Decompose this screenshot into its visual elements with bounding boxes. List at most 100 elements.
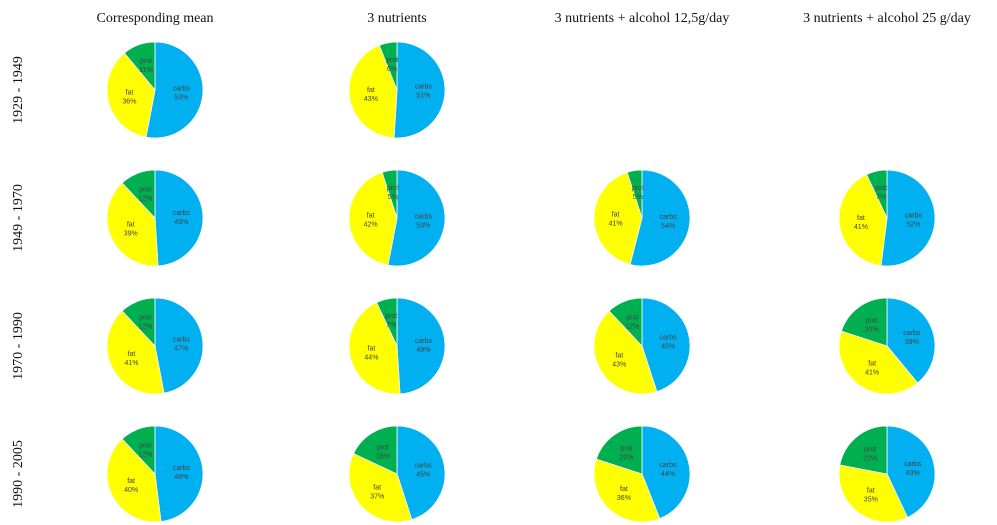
pie-slice <box>106 310 165 395</box>
column-header: 3 nutrients <box>367 11 427 26</box>
slice-value: 44% <box>364 354 378 361</box>
pie-slice <box>348 44 398 139</box>
slice-label: carbs <box>173 85 191 92</box>
pie-slice <box>121 297 156 348</box>
slice-value: 5% <box>388 194 398 201</box>
pie-slice <box>348 171 398 266</box>
slice-label: carbs <box>415 84 433 91</box>
slice-label: prot <box>377 445 389 452</box>
pie-slice <box>593 458 661 523</box>
slice-value: 48% <box>174 474 188 481</box>
slice-label: prot <box>385 313 397 320</box>
pie-slice <box>393 41 446 139</box>
pie-slice <box>840 297 888 347</box>
slice-label: carbs <box>659 462 677 469</box>
slice-label: carbs <box>660 335 678 342</box>
pie-slice <box>593 171 643 265</box>
column-header: 3 nutrients + alcohol 12,5g/day <box>555 11 730 26</box>
pie-slice <box>353 425 398 475</box>
pie: carbs 52% fat 41% prot 7% <box>838 169 936 267</box>
slice-value: 35% <box>864 497 878 504</box>
pie-slice <box>396 297 446 395</box>
pie-slice <box>121 169 156 220</box>
column-header: Corresponding mean <box>96 11 213 26</box>
slice-value: 42% <box>364 222 378 229</box>
slice-value: 18% <box>376 454 390 461</box>
slice-label: fat <box>373 484 381 491</box>
slice-value: 43% <box>906 470 920 477</box>
pie-slice <box>154 169 204 267</box>
slice-value: 53% <box>416 222 430 229</box>
slice-label: carbs <box>415 213 433 220</box>
pie-slice <box>626 169 643 219</box>
slice-label: carbs <box>173 210 191 217</box>
pie: carbs 54% fat 41% prot 5% <box>593 169 691 267</box>
pie-slice <box>106 182 159 267</box>
slice-label: carbs <box>173 465 191 472</box>
pie-slice <box>595 425 643 475</box>
slice-value: 7% <box>386 322 396 329</box>
slice-value: 43% <box>364 96 378 103</box>
slice-value: 12% <box>138 323 152 330</box>
slice-value: 12% <box>625 323 639 330</box>
slice-value: 37% <box>370 493 384 500</box>
pie-slice <box>839 425 888 475</box>
slice-value: 6% <box>387 66 397 73</box>
pie-slice <box>866 169 888 219</box>
slice-label: fat <box>368 345 376 352</box>
slice-label: fat <box>367 87 375 94</box>
slice-label: fat <box>127 478 135 485</box>
slice-value: 40% <box>124 487 138 494</box>
column-header: 3 nutrients + alcohol 25 g/day <box>803 11 971 26</box>
pie-slice <box>154 425 204 523</box>
slice-label: prot <box>387 185 399 192</box>
slice-value: 36% <box>617 495 631 502</box>
slice-label: fat <box>857 215 865 222</box>
slice-label: fat <box>615 352 623 359</box>
pie-slice <box>880 169 936 267</box>
slice-label: carbs <box>660 214 678 221</box>
pie: carbs 47% fat 41% prot 12% <box>106 297 204 395</box>
slice-value: 45% <box>416 472 430 479</box>
slice-label: prot <box>865 317 877 324</box>
slice-value: 53% <box>174 94 188 101</box>
row-label: 1990 - 2005 <box>11 440 26 508</box>
pie-slice <box>629 169 691 267</box>
row-label: 1949 - 1970 <box>11 184 26 252</box>
slice-value: 22% <box>863 456 877 463</box>
pie-slice <box>593 310 658 395</box>
pie: carbs 45% fat 37% prot 18% <box>348 425 446 523</box>
slice-value: 11% <box>139 67 153 74</box>
pie-slice <box>106 52 156 138</box>
slice-value: 47% <box>174 345 188 352</box>
slice-label: fat <box>128 351 136 358</box>
slice-value: 39% <box>905 339 919 346</box>
slice-label: fat <box>127 221 135 228</box>
pie-slice <box>381 169 398 219</box>
slice-value: 12% <box>138 451 152 458</box>
pie-slice <box>387 169 446 267</box>
slice-label: carbs <box>904 461 922 468</box>
slice-label: prot <box>620 445 632 452</box>
pie-slice <box>121 425 156 476</box>
slice-label: fat <box>612 212 620 219</box>
slice-label: prot <box>632 185 644 192</box>
pie-slice <box>838 330 919 395</box>
slice-label: fat <box>868 361 876 368</box>
slice-label: carbs <box>415 338 433 345</box>
slice-label: prot <box>139 314 151 321</box>
slice-label: prot <box>864 447 876 454</box>
slice-value: 36% <box>122 98 136 105</box>
pie-slice <box>145 41 204 139</box>
pie-slice <box>123 41 156 92</box>
pie: carbs 51% fat 43% prot 6% <box>348 41 446 139</box>
slice-value: 39% <box>124 230 138 237</box>
slice-value: 41% <box>124 360 138 367</box>
pie-slice <box>106 438 162 523</box>
pie: carbs 53% fat 36% prot 11% <box>106 41 204 139</box>
pie-slice <box>838 174 888 267</box>
pie-slice <box>838 464 908 523</box>
slice-value: 49% <box>416 347 430 354</box>
slice-value: 20% <box>619 454 633 461</box>
